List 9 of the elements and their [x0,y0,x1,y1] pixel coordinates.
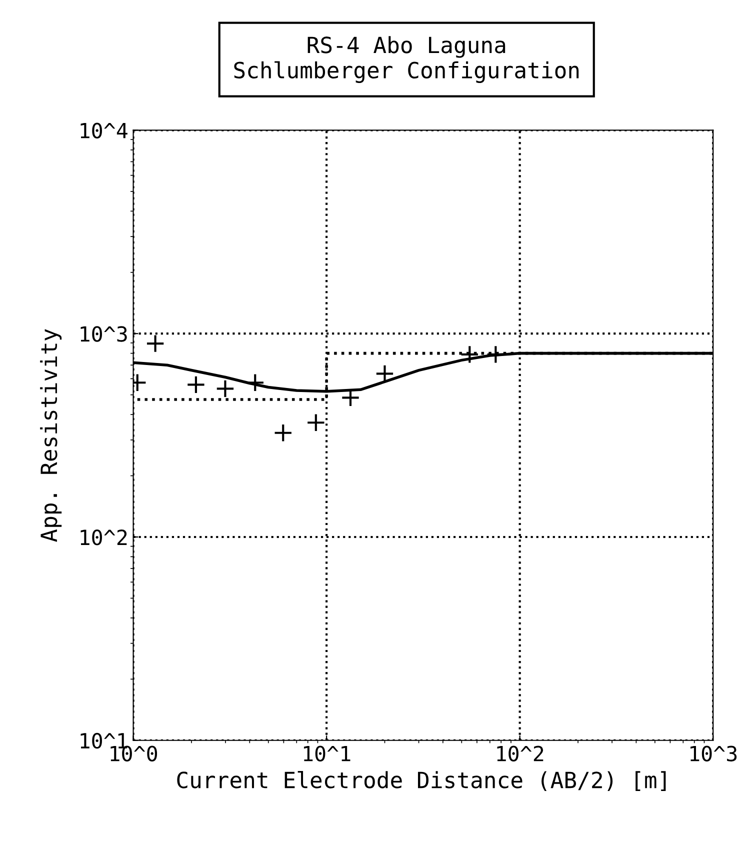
y-axis-title: App. Resistivity [40,329,62,542]
y-tick-label: 10^2 [80,529,127,546]
y-tick-label: 10^4 [80,122,128,138]
x-axis-title: Current Electrode Distance (AB/2) [m] [177,771,666,791]
x-tick-label: 10^2 [497,746,544,762]
y-tick-label: 10^3 [80,326,127,342]
x-tick-label: 10^1 [304,746,350,762]
x-tick-label: 10^3 [690,746,737,762]
chart-title: RS-4 Abo Laguna Schlumberger Configuration [234,36,579,83]
